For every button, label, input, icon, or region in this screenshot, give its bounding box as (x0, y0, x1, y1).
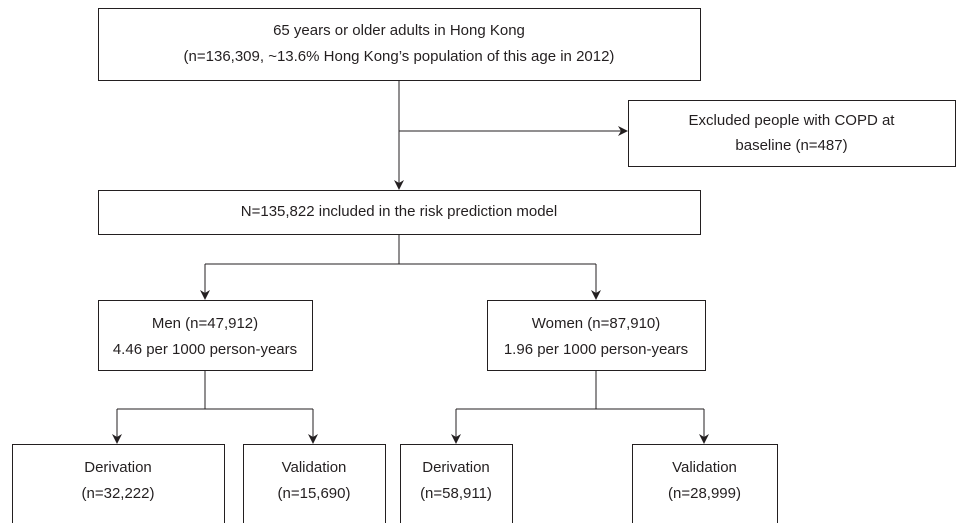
node-label: Validation (282, 459, 347, 476)
node-label: (n=136,309, ~13.6% Hong Kong’s populatio… (184, 48, 615, 65)
node-label: 65 years or older adults in Hong Kong (273, 22, 525, 39)
node-label: (n=28,999) (668, 485, 741, 502)
node-label: (n=15,690) (278, 485, 351, 502)
node-label: 4.46 per 1000 person-years (113, 341, 297, 358)
node-label: (n=58,911) (420, 485, 492, 502)
node-box (12, 444, 225, 523)
node-label: Derivation (422, 459, 490, 476)
node-box (400, 444, 513, 523)
node-label: Men (n=47,912) (152, 315, 258, 332)
node-box (632, 444, 778, 523)
node-label: N=135,822 included in the risk predictio… (241, 203, 557, 220)
node-label: Derivation (84, 459, 152, 476)
node-box (98, 300, 313, 371)
node-label: Validation (672, 459, 737, 476)
node-box (243, 444, 386, 523)
node-box (628, 100, 956, 167)
node-label: baseline (n=487) (735, 137, 847, 154)
node-box (98, 8, 701, 81)
boxes: 65 years or older adults in Hong Kong (n=… (12, 8, 956, 523)
node-box (98, 190, 701, 235)
node-label: Women (n=87,910) (532, 315, 661, 332)
node-label: Excluded people with COPD at (689, 112, 896, 129)
node-label: (n=32,222) (82, 485, 155, 502)
connectors (112, 80, 709, 444)
node-box (487, 300, 706, 371)
node-label: 1.96 per 1000 person-years (504, 341, 688, 358)
